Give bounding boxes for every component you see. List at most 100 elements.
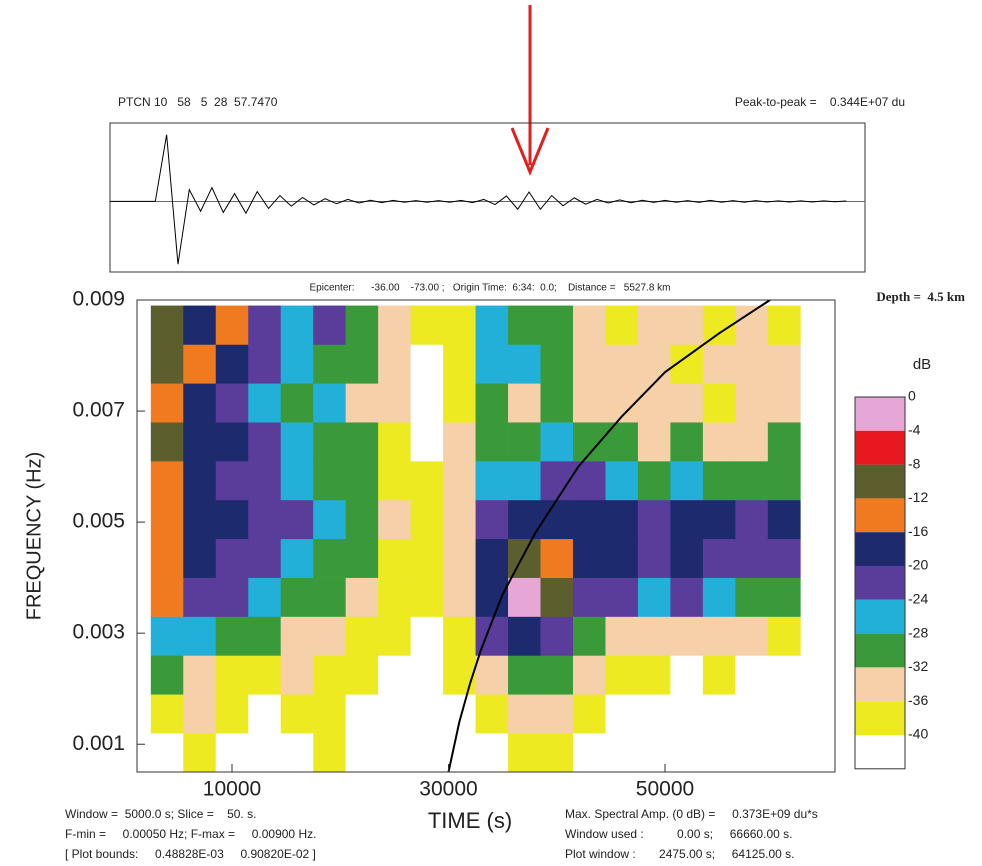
heatmap-cell xyxy=(572,344,606,384)
heatmap-cell xyxy=(313,383,346,423)
heatmap-cell xyxy=(248,538,282,578)
heatmap-cell xyxy=(410,538,444,578)
heatmap-cell xyxy=(637,383,671,423)
heatmap-cell xyxy=(313,344,346,384)
heatmap-cell xyxy=(702,383,736,423)
heatmap-cell xyxy=(215,344,249,384)
heatmap-cell xyxy=(605,616,639,656)
heatmap-cell xyxy=(313,694,346,734)
heatmap-cell xyxy=(150,655,184,695)
heatmap-cell xyxy=(215,305,249,345)
trace-title: PTCN 10 58 5 28 57.7470 xyxy=(118,95,278,109)
heatmap-cell xyxy=(215,577,249,617)
heatmap-cell xyxy=(572,305,606,345)
heatmap-cell xyxy=(702,461,736,501)
heatmap-cell xyxy=(702,616,736,656)
heatmap-cell xyxy=(605,422,639,462)
heatmap-cell xyxy=(183,461,217,501)
heatmap-cell xyxy=(735,577,769,617)
heatmap-cell xyxy=(410,655,444,695)
heatmap-cell xyxy=(183,616,217,656)
colorbar-swatch xyxy=(855,599,905,634)
heatmap-cell xyxy=(150,305,184,345)
heatmap-cell xyxy=(443,538,476,578)
heatmap-cell xyxy=(540,577,574,617)
heatmap-cell xyxy=(572,616,606,656)
heatmap-cell xyxy=(183,383,217,423)
heatmap-cell xyxy=(702,733,736,772)
colorbar-swatch xyxy=(855,633,905,668)
heatmap-cell xyxy=(410,305,444,345)
heatmap-cell xyxy=(540,305,574,345)
heatmap-cell xyxy=(215,383,249,423)
heatmap-cell xyxy=(215,538,249,578)
heatmap-cell xyxy=(378,655,411,695)
x-tick-label: 50000 xyxy=(636,778,694,801)
heatmap-cell xyxy=(183,577,217,617)
heatmap-cell xyxy=(313,461,346,501)
heatmap-cell xyxy=(280,383,314,423)
heatmap-cell xyxy=(508,616,541,656)
heatmap-cell xyxy=(637,344,671,384)
heatmap-cell xyxy=(280,344,314,384)
heatmap-cell xyxy=(540,383,574,423)
colorbar-swatch xyxy=(855,430,905,465)
heatmap-cell xyxy=(150,422,184,462)
heatmap-cell xyxy=(345,344,379,384)
heatmap-cell xyxy=(378,461,411,501)
heatmap-cell xyxy=(280,616,314,656)
heatmap-cell xyxy=(605,655,639,695)
plot-note: Max. Spectral Amp. (0 dB) = 0.373E+09 du… xyxy=(565,807,818,821)
heatmap-cell xyxy=(443,577,476,617)
heatmap-cell xyxy=(605,305,639,345)
heatmap-cell xyxy=(540,616,574,656)
heatmap-cell xyxy=(605,733,639,772)
heatmap-cell xyxy=(150,499,184,540)
heatmap-cell xyxy=(540,461,574,501)
heatmap-cell xyxy=(670,422,704,462)
heatmap-cell xyxy=(508,694,541,734)
colorbar-frame xyxy=(854,396,906,770)
heatmap-cell xyxy=(378,422,411,462)
heatmap-cell xyxy=(572,538,606,578)
colorbar-label: -20 xyxy=(908,557,928,573)
colorbar-label: -36 xyxy=(908,692,928,708)
heatmap-cell xyxy=(248,577,282,617)
colorbar-label: -24 xyxy=(908,591,928,607)
arrow-head xyxy=(510,127,550,176)
heatmap-cell xyxy=(508,733,541,772)
colorbar-title: dB xyxy=(913,356,931,373)
dispersion-curve xyxy=(447,300,771,772)
seismogram-trace xyxy=(110,134,847,265)
curve-layer xyxy=(447,300,771,772)
heatmap-cell xyxy=(508,577,541,617)
colorbar-swatch xyxy=(855,464,905,499)
heatmap-cell xyxy=(508,305,541,345)
heatmap-cell xyxy=(735,383,769,423)
heatmap-cell xyxy=(670,616,704,656)
heatmap-cell xyxy=(702,694,736,734)
plot-frame xyxy=(136,299,836,773)
heatmap-cell xyxy=(637,499,671,540)
heatmap-cell xyxy=(637,538,671,578)
heatmap-cell xyxy=(280,655,314,695)
heatmap-cell xyxy=(735,461,769,501)
heatmap-cell xyxy=(475,538,509,578)
heatmap-cell xyxy=(280,694,314,734)
heatmap-cell xyxy=(735,694,769,734)
x-tick-label: 30000 xyxy=(419,778,477,801)
heatmap-cell xyxy=(637,422,671,462)
heatmap-cell xyxy=(345,422,379,462)
heatmap-cell xyxy=(280,305,314,345)
heatmap-cell xyxy=(248,305,282,345)
heatmap-cell xyxy=(702,577,736,617)
colorbar-swatch xyxy=(855,397,905,431)
heatmap-cell xyxy=(150,733,184,772)
heatmap-cell xyxy=(572,577,606,617)
heatmap-cell xyxy=(572,383,606,423)
heatmap-cell xyxy=(280,422,314,462)
heatmap-cell xyxy=(215,655,249,695)
heatmap-cell xyxy=(280,577,314,617)
heatmap-cell xyxy=(183,305,217,345)
